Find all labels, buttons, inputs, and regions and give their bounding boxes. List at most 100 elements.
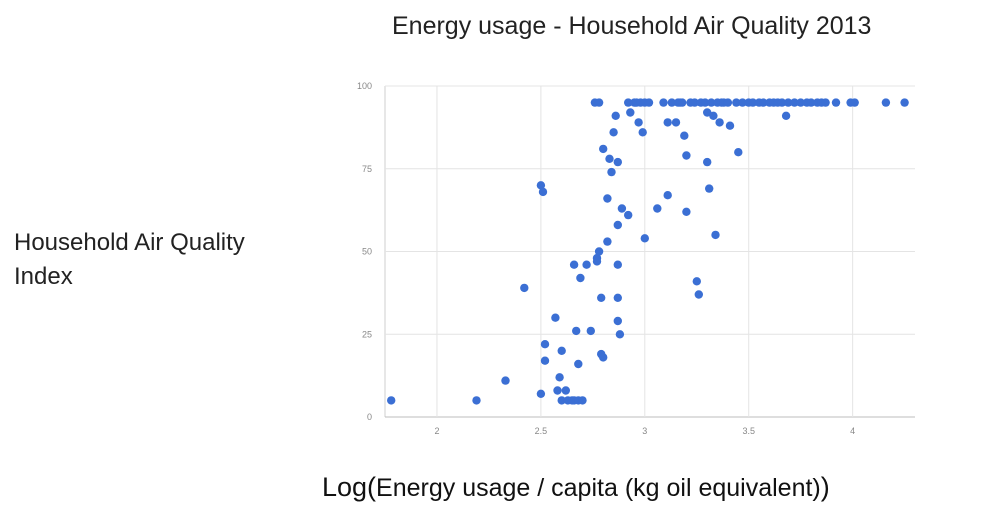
data-point: [557, 346, 566, 355]
y-axis-label-line-1: Household Air Quality: [14, 229, 245, 256]
data-point: [551, 313, 560, 322]
x-tick-label: 3: [642, 426, 647, 436]
data-point: [705, 184, 714, 193]
data-point: [561, 386, 570, 395]
data-point: [640, 234, 649, 243]
data-point: [613, 316, 622, 326]
data-point: [653, 204, 662, 213]
data-point: [700, 98, 710, 107]
data-point: [703, 157, 712, 167]
data-point: [831, 98, 841, 107]
y-tick-label: 75: [362, 164, 372, 174]
x-axis-label: Log(Energy usage / capita (kg oil equiva…: [322, 472, 830, 503]
x-tick-label: 4: [850, 426, 855, 436]
data-point: [586, 326, 595, 336]
data-point: [540, 340, 550, 349]
y-axis-label-line-2: Index: [14, 263, 73, 290]
data-point: [781, 111, 791, 121]
data-point: [680, 131, 689, 140]
data-point: [613, 260, 622, 269]
data-point: [613, 293, 622, 302]
x-tick-label: 3.5: [742, 426, 755, 436]
data-point: [850, 98, 859, 107]
y-tick-label: 50: [362, 247, 372, 257]
x-axis-label-suffix: ): [820, 472, 830, 502]
y-tick-label: 0: [367, 412, 372, 422]
grid: [384, 85, 915, 418]
data-point: [703, 108, 712, 117]
data-point: [796, 98, 805, 107]
data-point: [663, 191, 672, 200]
data-point: [690, 98, 699, 107]
data-points: [387, 98, 909, 405]
data-point: [694, 290, 703, 299]
data-point: [671, 118, 681, 127]
x-tick-label: 2: [434, 426, 439, 436]
data-point: [634, 118, 643, 127]
data-point: [624, 210, 633, 220]
data-point: [553, 386, 562, 395]
data-point: [540, 356, 550, 365]
data-point: [599, 353, 608, 362]
data-point: [572, 326, 581, 336]
data-point: [599, 144, 608, 154]
data-point: [609, 128, 618, 137]
data-point: [605, 154, 614, 163]
data-point: [611, 111, 620, 121]
data-point: [536, 181, 546, 190]
data-point: [594, 247, 604, 256]
data-point: [806, 98, 816, 107]
data-point: [707, 98, 716, 107]
data-point: [557, 396, 566, 405]
data-point: [748, 98, 758, 107]
data-point: [538, 187, 548, 197]
data-point: [613, 157, 622, 167]
data-point: [682, 207, 691, 216]
data-point: [723, 98, 733, 107]
data-point: [734, 148, 743, 157]
y-tick-label: 100: [357, 81, 372, 91]
data-point: [576, 273, 585, 283]
data-point: [682, 151, 691, 160]
data-point: [592, 257, 602, 266]
data-point: [574, 359, 583, 369]
data-point: [821, 98, 830, 107]
data-point: [536, 389, 546, 398]
data-point: [644, 98, 654, 107]
data-point: [692, 277, 701, 286]
data-point: [582, 260, 591, 269]
data-point: [667, 98, 676, 107]
data-point: [569, 260, 579, 269]
data-point: [738, 98, 747, 107]
y-tick-label: 25: [362, 329, 372, 339]
data-point: [520, 283, 529, 293]
data-point: [678, 98, 687, 107]
data-point: [881, 98, 891, 107]
data-point: [603, 237, 612, 246]
data-point: [626, 108, 635, 117]
data-point: [777, 98, 787, 107]
data-point: [501, 376, 510, 385]
tick-labels: 0 25 50 75 100 2 2.5 3 3.5 4: [357, 81, 855, 436]
data-point: [638, 128, 647, 137]
data-point: [711, 230, 720, 240]
data-point: [709, 111, 718, 121]
data-point: [603, 194, 612, 203]
data-point: [784, 98, 793, 107]
data-point: [472, 396, 481, 405]
data-point: [725, 121, 735, 130]
y-axis-label: Household Air Quality Index: [14, 226, 334, 294]
data-point: [617, 204, 627, 213]
data-point: [624, 98, 633, 107]
data-point: [597, 293, 606, 302]
data-point: [759, 98, 768, 107]
x-tick-label: 2.5: [535, 426, 548, 436]
data-point: [715, 118, 724, 127]
data-point: [613, 220, 622, 230]
data-point: [790, 98, 799, 107]
data-point: [387, 396, 396, 405]
x-axis-label-prefix: Log(: [322, 472, 377, 502]
data-point: [615, 330, 625, 339]
data-point: [578, 396, 587, 405]
